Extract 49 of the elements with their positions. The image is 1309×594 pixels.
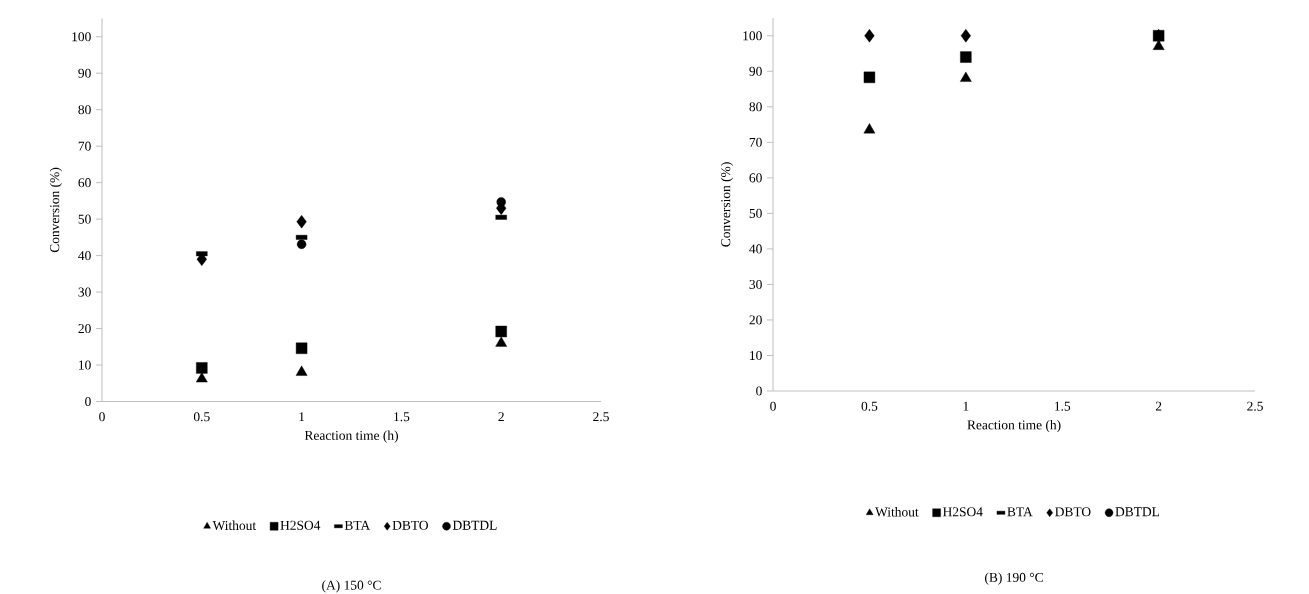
legend-label: H2SO4 xyxy=(280,520,321,530)
x-tick-label: 1.5 xyxy=(394,412,410,422)
text: (A) 150 °C xyxy=(322,580,381,593)
y-tick-label: 100 xyxy=(72,32,91,42)
legend-label: H2SO4 xyxy=(943,507,983,517)
y-tick-label: 90 xyxy=(78,68,91,78)
y-tick-label: 50 xyxy=(78,214,91,224)
y-tick-label: 40 xyxy=(78,251,91,261)
legend-label: BTA xyxy=(1007,507,1033,517)
y-tick-label: 20 xyxy=(78,324,91,334)
x-axis-title: Reaction time (h) xyxy=(304,430,398,443)
y-tick-label: 90 xyxy=(749,66,762,76)
y-tick-label: 60 xyxy=(749,173,762,183)
y-tick-label: 100 xyxy=(743,31,762,41)
legend-label: Without xyxy=(212,520,257,531)
x-tick-label: 1 xyxy=(963,401,969,411)
y-tick-label: 70 xyxy=(78,141,91,151)
x-tick-label: 2.5 xyxy=(593,412,609,422)
y-axis-title: Conversion (%) xyxy=(49,167,62,253)
legend-label: DBTO xyxy=(392,520,428,530)
y-tick-label: 30 xyxy=(749,279,762,289)
x-tick-label: 0.5 xyxy=(193,412,210,422)
y-tick-label: 0 xyxy=(756,386,762,396)
x-tick-label: 1.5 xyxy=(1055,401,1071,411)
y-tick-label: 30 xyxy=(78,287,91,297)
legend-label: Without xyxy=(875,507,919,517)
x-tick-label: 0.5 xyxy=(861,401,878,411)
y-tick-label: 70 xyxy=(749,137,762,147)
y-tick-label: 80 xyxy=(749,102,762,112)
x-tick-label: 2.5 xyxy=(1247,401,1263,411)
legend-label: DBTO xyxy=(1055,507,1091,517)
y-tick-label: 50 xyxy=(749,208,762,218)
y-tick-label: 10 xyxy=(750,350,762,361)
y-tick-label: 20 xyxy=(749,315,762,325)
legend-label: DBTDL xyxy=(1115,507,1160,517)
x-tick-label: 0 xyxy=(99,412,105,422)
y-tick-label: 10 xyxy=(79,360,91,370)
y-tick-label: 80 xyxy=(78,105,91,115)
x-axis-title: Reaction time (h) xyxy=(967,419,1061,433)
y-tick-label: 40 xyxy=(749,244,762,254)
y-tick-label: 60 xyxy=(78,178,91,188)
legend-label: BTA xyxy=(344,520,371,530)
y-axis-title: Conversion (%) xyxy=(720,162,734,247)
legend-label: DBTDL xyxy=(452,520,497,530)
text: (B) 190 °C xyxy=(985,572,1043,585)
x-tick-label: 2 xyxy=(1155,401,1162,411)
x-tick-label: 2 xyxy=(498,412,504,422)
x-tick-label: 0 xyxy=(770,401,776,411)
x-tick-label: 1 xyxy=(299,412,305,422)
